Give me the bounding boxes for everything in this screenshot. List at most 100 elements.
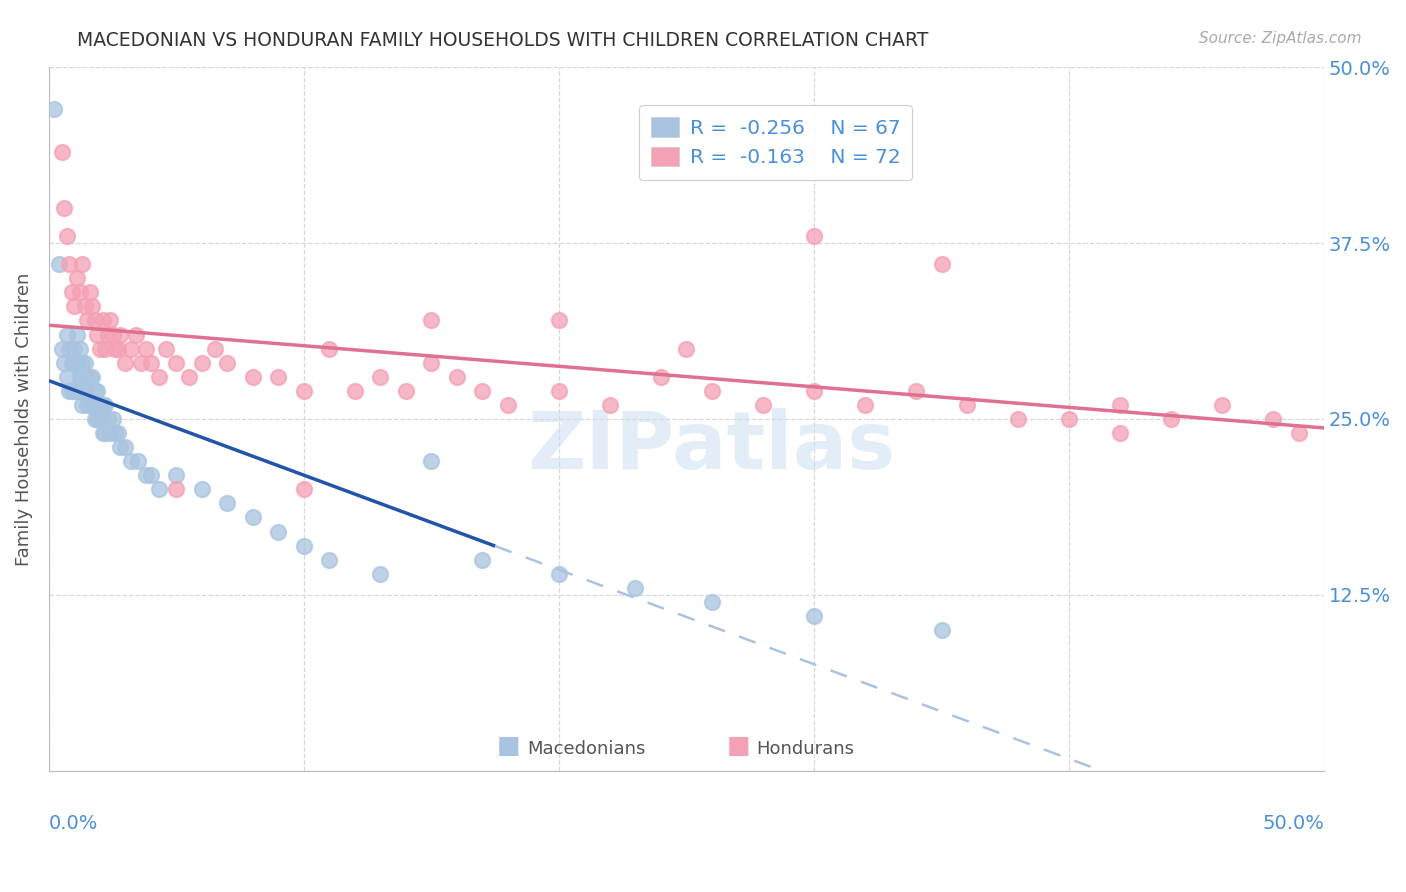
Point [217,496,239,510]
Point [853,398,876,412]
Y-axis label: Family Households with Children: Family Households with Children [15,272,32,566]
Point [120,454,142,468]
Text: ■: ■ [727,734,751,758]
Point [63,356,86,370]
Point [599,398,621,412]
Point [318,552,340,566]
Point [155,342,177,356]
Point [129,356,152,370]
Text: Source: ZipAtlas.com: Source: ZipAtlas.com [1198,31,1361,46]
Point [104,425,127,440]
Point [1261,412,1284,426]
Point [70,398,93,412]
Point [51,342,73,356]
Point [83,384,105,398]
Point [650,369,672,384]
Legend: R =  -0.256    N = 67, R =  -0.163    N = 72: R = -0.256 N = 67, R = -0.163 N = 72 [640,105,912,179]
Point [94,398,117,412]
Text: 50.0%: 50.0% [1263,814,1324,833]
Point [69,285,91,300]
Point [956,398,979,412]
Point [73,299,96,313]
Point [166,483,188,497]
Point [752,398,775,412]
Point [135,468,157,483]
Point [292,483,315,497]
Point [110,327,132,342]
Point [548,384,571,398]
Point [191,356,214,370]
Point [139,356,162,370]
Text: Hondurans: Hondurans [756,740,855,758]
Point [104,342,127,356]
Point [370,566,392,581]
Point [166,356,188,370]
Point [700,384,723,398]
Point [420,356,443,370]
Point [318,342,340,356]
Point [56,327,79,342]
Point [420,454,443,468]
Point [496,398,519,412]
Point [624,581,647,595]
Point [931,623,953,637]
Point [803,384,825,398]
Text: MACEDONIAN VS HONDURAN FAMILY HOUSEHOLDS WITH CHILDREN CORRELATION CHART: MACEDONIAN VS HONDURAN FAMILY HOUSEHOLDS… [77,31,929,50]
Point [135,342,157,356]
Point [91,425,114,440]
Point [86,412,108,426]
Point [120,342,142,356]
Point [69,384,91,398]
Point [76,398,98,412]
Point [110,440,132,454]
Point [79,285,101,300]
Point [292,384,315,398]
Point [471,552,494,566]
Point [63,299,86,313]
Point [107,342,129,356]
Point [63,384,86,398]
Point [70,257,93,271]
Point [97,327,120,342]
Point [1109,398,1132,412]
Point [51,145,73,159]
Point [86,327,108,342]
Point [66,356,89,370]
Point [82,299,104,313]
Point [148,369,170,384]
Point [56,229,79,244]
Point [83,313,105,327]
Text: ZIPatlas: ZIPatlas [527,409,896,486]
Text: 0.0%: 0.0% [49,814,98,833]
Point [931,257,953,271]
Point [63,342,86,356]
Point [94,342,117,356]
Point [101,327,124,342]
Point [58,257,80,271]
Point [83,412,105,426]
Point [89,412,111,426]
Point [242,510,264,524]
Point [803,229,825,244]
Point [179,369,201,384]
Point [60,285,83,300]
Point [73,356,96,370]
Point [48,257,70,271]
Point [76,369,98,384]
Point [66,271,89,285]
Point [82,369,104,384]
Point [79,369,101,384]
Point [1211,398,1233,412]
Point [1007,412,1029,426]
Point [91,398,114,412]
Point [42,103,65,117]
Point [53,201,76,215]
Point [139,468,162,483]
Text: ■: ■ [498,734,520,758]
Point [1288,425,1310,440]
Point [446,369,468,384]
Point [420,313,443,327]
Point [70,369,93,384]
Point [101,412,124,426]
Point [204,342,226,356]
